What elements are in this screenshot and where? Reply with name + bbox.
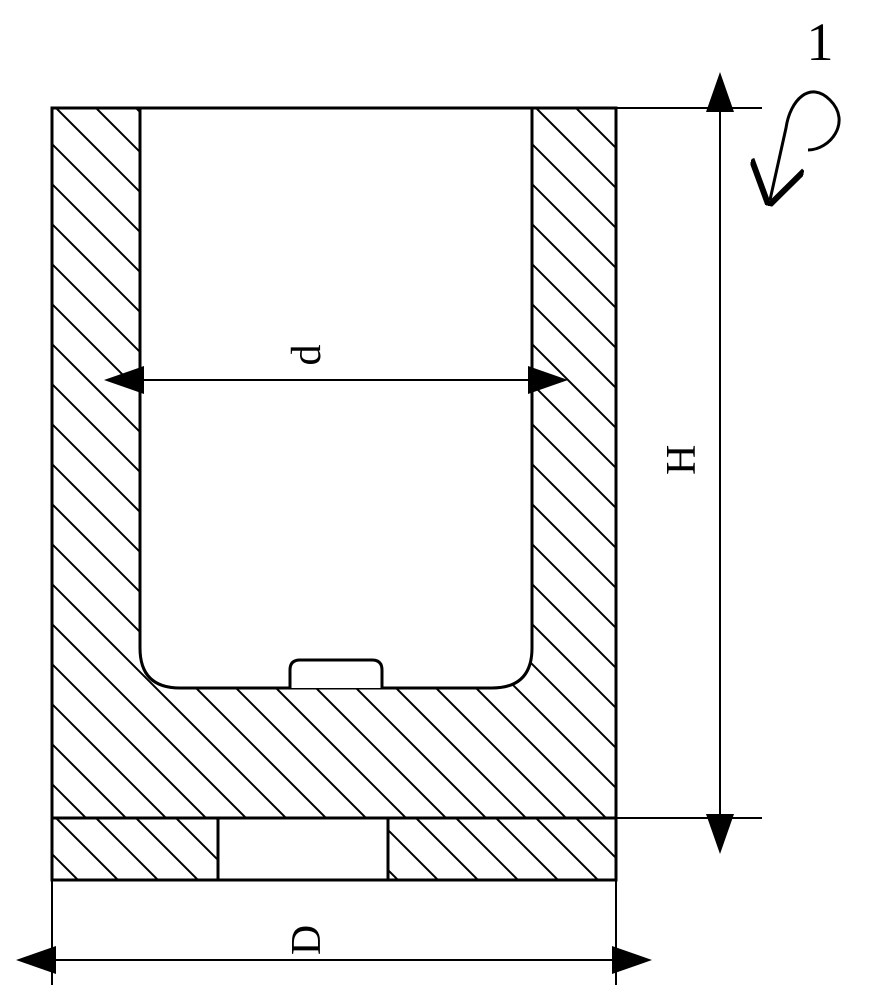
- ref-leader: [770, 92, 839, 200]
- dim-label-D: D: [284, 925, 330, 955]
- dim-label-d: d: [284, 345, 330, 366]
- ref-label: 1: [807, 12, 834, 72]
- cavity-floor-nub: [290, 660, 382, 688]
- inner-cavity: [140, 108, 532, 688]
- dim-label-H: H: [659, 445, 705, 475]
- base-notch: [218, 818, 388, 880]
- technical-drawing: d D H 1: [0, 0, 871, 1000]
